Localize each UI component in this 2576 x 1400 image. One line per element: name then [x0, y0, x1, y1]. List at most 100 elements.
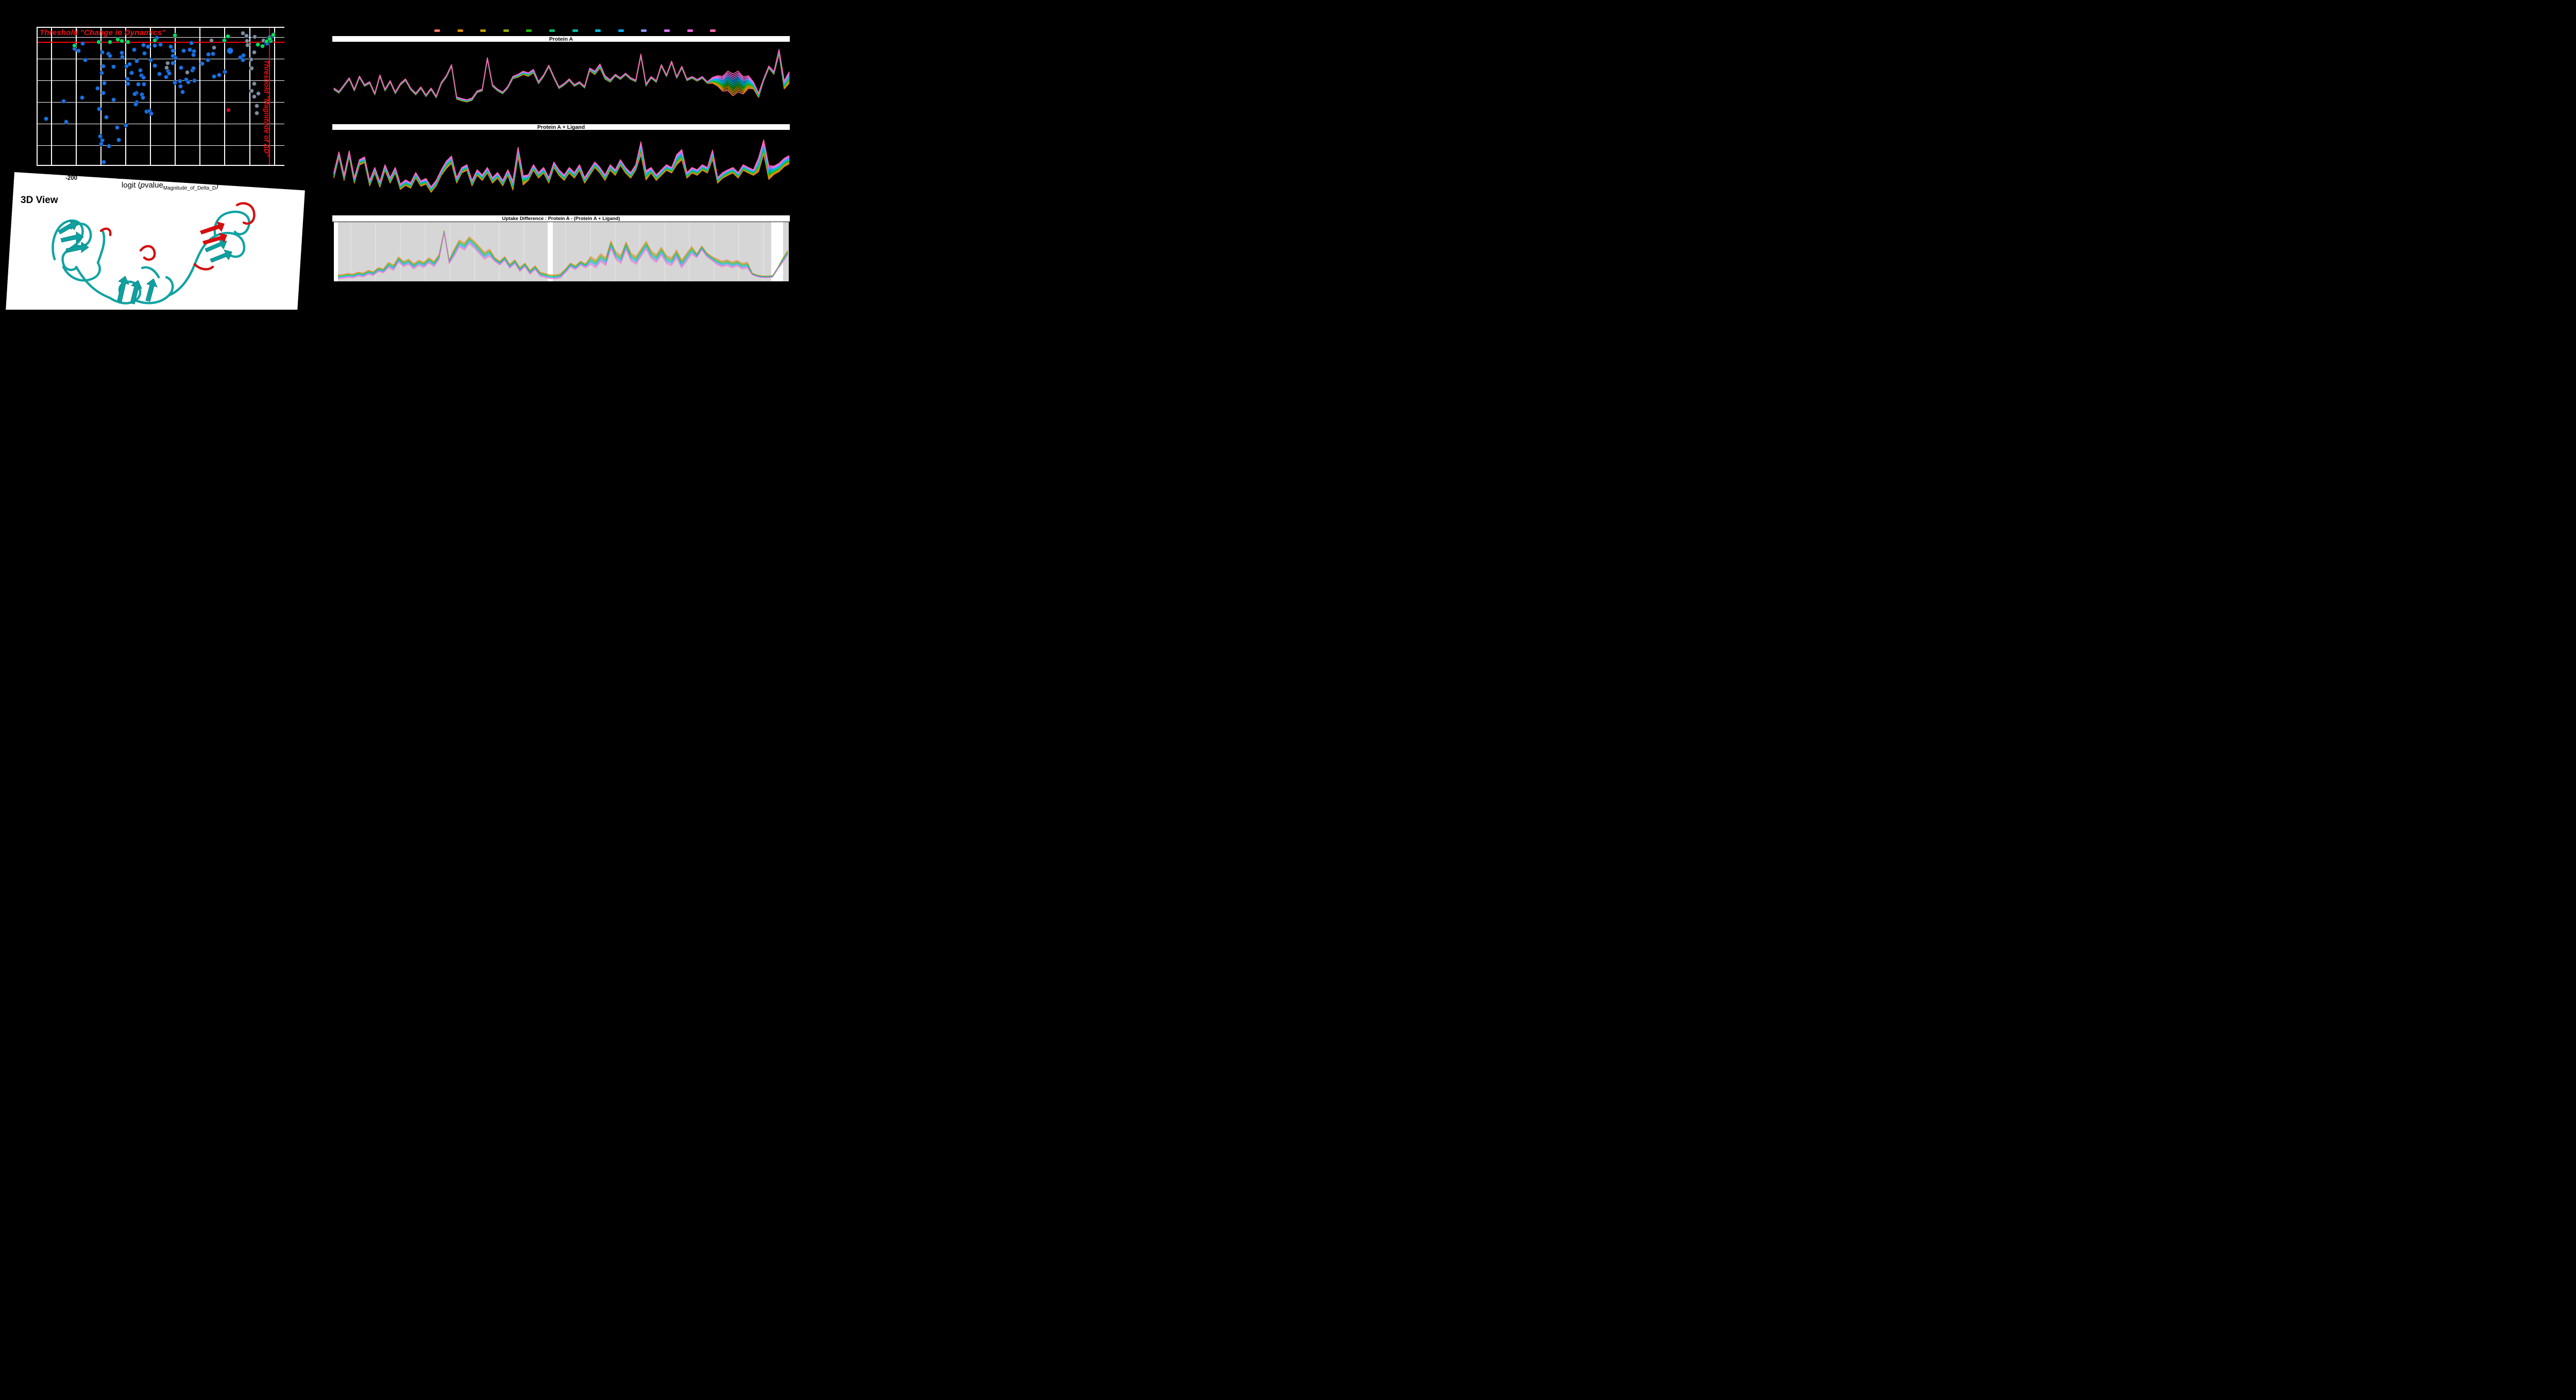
data-point-gray — [249, 65, 254, 71]
axis-title-p: p — [140, 181, 145, 190]
data-point-blue — [141, 75, 146, 80]
chart-2-lines[interactable] — [0, 138, 808, 202]
legend-swatch[interactable] — [434, 29, 440, 32]
data-point-blue — [100, 90, 106, 95]
data-point-blue — [206, 52, 211, 57]
data-point-blue — [127, 61, 132, 66]
data-point-blue — [106, 143, 111, 148]
data-point-gray — [256, 91, 261, 96]
chart-title-strip: Protein A — [332, 36, 790, 42]
data-point-blue — [125, 76, 130, 81]
axis-title-prefix: logit ( — [121, 181, 141, 190]
volcano-x-axis-title: logit (pvalueMagnitude_of_Delta_D) — [103, 181, 237, 191]
data-point-gray — [251, 94, 257, 99]
data-point-blue — [111, 97, 116, 102]
data-point-blue — [138, 68, 143, 73]
data-point-blue — [170, 48, 175, 53]
legend-swatch[interactable] — [664, 29, 670, 32]
data-point-blue — [133, 102, 138, 107]
data-point-blue — [101, 80, 107, 86]
data-point-blue — [111, 64, 116, 69]
legend-swatch[interactable] — [503, 29, 509, 32]
data-point-red — [226, 107, 231, 112]
series-line-3 — [337, 231, 788, 277]
threshold-line-vertical — [268, 28, 270, 165]
series-line-4 — [337, 231, 788, 277]
data-point-blue — [95, 86, 100, 91]
data-point-blue — [129, 70, 134, 75]
legend-swatch[interactable] — [526, 29, 532, 32]
legend-swatch[interactable] — [595, 29, 601, 32]
data-point-blue — [97, 133, 103, 139]
data-point-gray — [245, 42, 250, 47]
data-point-blue — [152, 43, 157, 48]
data-point-blue-large — [226, 47, 233, 54]
series-line-9 — [333, 50, 790, 101]
data-point-blue — [163, 74, 168, 79]
data-point-blue — [181, 48, 186, 53]
data-point-blue — [134, 58, 139, 63]
data-point-green — [267, 36, 272, 41]
data-point-green — [255, 42, 260, 47]
data-point-blue — [240, 57, 245, 62]
data-point-blue — [120, 54, 125, 59]
data-point-blue — [114, 125, 120, 130]
uptake-difference-background — [334, 222, 789, 281]
x-tick-label: -100 — [115, 174, 128, 180]
legend-swatch[interactable] — [641, 29, 647, 32]
axis-title-main: value — [144, 181, 163, 190]
gray-gridline — [400, 222, 401, 281]
series-line-8 — [333, 144, 790, 189]
data-point-gray — [240, 30, 245, 36]
data-point-gray — [249, 88, 254, 93]
gridline-vertical — [75, 28, 77, 165]
data-point-blue — [210, 51, 215, 56]
series-line-5 — [337, 231, 788, 277]
legend-swatch[interactable] — [457, 29, 463, 32]
gray-gridline — [590, 222, 591, 281]
chart-3-lines[interactable] — [0, 223, 808, 287]
data-point-blue — [82, 57, 88, 62]
legend-swatch[interactable] — [549, 29, 555, 32]
data-point-green — [260, 43, 265, 48]
gridline-vertical — [199, 28, 201, 165]
series-line-0 — [337, 230, 788, 277]
data-point-blue — [216, 72, 222, 77]
data-point-green — [270, 32, 276, 37]
gray-gridline — [449, 222, 450, 281]
gridline-horizontal — [38, 37, 284, 38]
data-point-green — [72, 43, 77, 48]
data-point-blue — [98, 141, 104, 146]
series-line-9 — [333, 143, 790, 189]
legend-swatch[interactable] — [687, 29, 693, 32]
series-line-11 — [333, 49, 790, 100]
data-point-gray — [184, 70, 190, 75]
axis-title-suffix: ) — [216, 181, 219, 190]
gridline-vertical — [175, 28, 176, 165]
series-line-5 — [333, 52, 790, 102]
data-point-blue — [157, 71, 162, 76]
data-point-gray — [164, 65, 169, 70]
legend-swatch[interactable] — [480, 29, 486, 32]
gray-gridline — [565, 222, 566, 281]
data-point-blue — [192, 78, 197, 83]
data-point-blue — [199, 61, 205, 66]
legend-swatch[interactable] — [618, 29, 624, 32]
legend-swatch[interactable] — [572, 29, 578, 32]
data-point-blue — [135, 81, 141, 87]
axis-title-subscript: Magnitude_of_Delta_D — [163, 185, 216, 191]
gray-panel — [338, 222, 548, 281]
gray-gridline — [350, 222, 351, 281]
data-point-blue — [185, 79, 191, 85]
chart-title-strip: Protein A + Ligand — [332, 124, 790, 130]
chart-1-lines[interactable] — [0, 41, 808, 116]
data-point-blue — [99, 70, 104, 75]
legend-swatch[interactable] — [710, 29, 716, 32]
data-point-blue — [191, 65, 196, 71]
data-point-blue — [101, 159, 106, 164]
protein-structure-3d[interactable] — [40, 200, 267, 310]
data-point-green — [225, 33, 230, 39]
data-point-green — [125, 39, 130, 44]
series-line-12 — [333, 139, 790, 188]
gridline-vertical — [274, 28, 275, 165]
